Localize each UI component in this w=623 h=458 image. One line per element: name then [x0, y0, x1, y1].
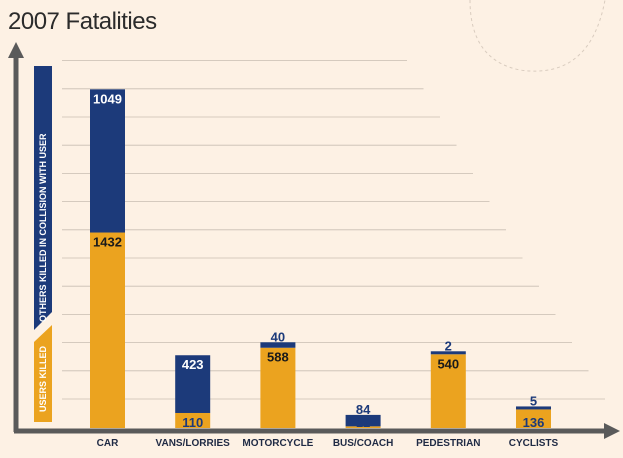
value-label-others: 84 [356, 402, 371, 417]
x-tick-label: BUS/COACH [333, 438, 394, 449]
legend-swatch-others [34, 66, 52, 330]
value-label-users: 1432 [93, 235, 122, 250]
x-tick-label: CYCLISTS [509, 438, 559, 449]
bars [90, 89, 551, 428]
bar-others-killed [90, 89, 125, 233]
bar-others-killed [430, 351, 466, 355]
x-tick-label: VANS/LORRIES [156, 438, 231, 449]
chart-title: 2007 Fatalities [8, 8, 157, 35]
bar-others-killed [345, 414, 381, 427]
value-label-users: 12 [356, 415, 370, 430]
value-label-users: 588 [267, 350, 289, 365]
value-label-others: 423 [182, 357, 204, 372]
y-axis [8, 42, 24, 432]
value-label-users: 540 [437, 356, 459, 371]
bar-users-killed [175, 412, 211, 428]
bar-users-killed [516, 409, 551, 428]
x-tick-labels: CAR VANS/LORRIES MOTORCYCLE BUS/COACH PEDEST… [97, 438, 559, 449]
legend: OTHERS KILLED IN COLLISION WITH USER USE… [34, 66, 52, 422]
bar-users-killed [430, 354, 466, 428]
x-tick-label: CAR [97, 438, 119, 449]
bar-others-killed [260, 342, 296, 348]
bar-users-killed [90, 232, 125, 428]
bar-others-killed [516, 406, 551, 410]
value-label-users: 136 [523, 415, 545, 430]
value-label-others: 40 [271, 329, 285, 344]
legend-label-users: USERS KILLED [38, 345, 48, 412]
value-label-others: 2 [445, 338, 452, 353]
legend-swatch-users [34, 325, 52, 422]
x-axis [14, 423, 620, 439]
value-label-others: 5 [530, 393, 537, 408]
legend-label-others: OTHERS KILLED IN COLLISION WITH USER [38, 133, 48, 322]
bar-users-killed [260, 347, 296, 428]
value-label-users: 110 [182, 415, 203, 430]
bar-users-killed [345, 426, 381, 428]
x-tick-label: MOTORCYCLE [242, 438, 313, 449]
value-label-others: 1049 [93, 91, 122, 106]
decorative-dashed-curve [469, 0, 606, 72]
bar-others-killed [175, 355, 211, 413]
grid-lines [62, 60, 605, 400]
x-tick-label: PEDESTRIAN [416, 438, 480, 449]
